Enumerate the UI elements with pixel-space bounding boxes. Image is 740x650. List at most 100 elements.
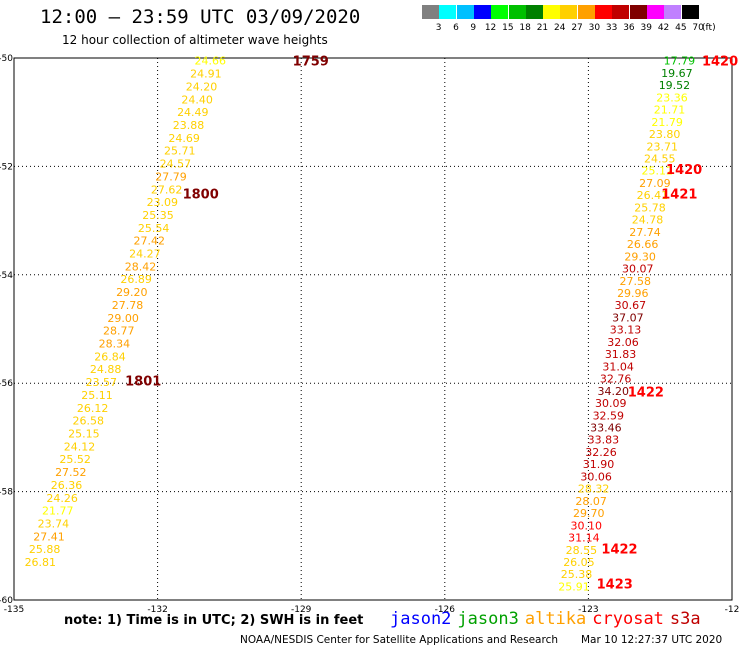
swh-value: 30.10 [571,519,603,532]
legend-label: 18 [519,23,531,33]
swh-value: 24.40 [181,93,213,106]
swh-value: 28.07 [575,495,607,508]
swh-value: 27.74 [629,226,661,239]
swh-value: 23.80 [649,128,681,141]
swh-value: 29.00 [107,312,139,325]
swh-value: 30.67 [615,299,647,312]
legend-swatch [491,5,509,19]
swh-value: 33.83 [588,434,620,447]
swh-value: 19.67 [661,67,693,80]
y-tick-label: -56 [0,379,13,389]
satellite-jason3: jason3 [457,609,519,629]
time-label: 1759 [293,55,329,70]
legend-swatch [612,5,630,19]
swh-value: 26.58 [73,415,105,428]
legend-swatch [629,5,647,19]
legend-unit: (ft) [702,23,716,33]
legend-label: 24 [554,23,566,33]
swh-value: 25.91 [558,580,590,593]
swh-value: 21.71 [654,104,686,117]
swh-value: 21.79 [651,116,683,129]
legend-label: 12 [484,23,497,33]
swh-value: 32.26 [585,446,617,459]
legend-swatch [646,5,664,19]
y-tick-label: -50 [0,54,13,64]
x-tick-label: -126 [435,605,456,615]
swh-value: 25.38 [561,568,593,581]
swh-value: 31.04 [602,360,634,373]
swh-value: 24.49 [177,106,209,119]
swh-value: 25.54 [138,222,170,235]
time-label: 1420 [666,163,702,178]
x-tick-label: -129 [291,605,312,615]
legend-label: 3 [435,23,442,33]
legend-swatch [595,5,612,19]
swh-value: 28.77 [103,325,135,338]
swh-value: 23.57 [86,376,118,389]
legend-swatch [577,5,595,19]
track-b-times: 1420 1420 1421 1422 1422 1423 [597,55,738,593]
swh-value: 24.12 [64,440,96,453]
legend-label: 21 [536,23,549,33]
legend-swatch [422,5,439,19]
swh-value: 25.88 [29,543,61,556]
swh-value: 27.78 [112,299,144,312]
y-tick-label: -58 [0,488,13,498]
x-tick-label: -12 [725,605,740,615]
swh-value: 24.91 [190,68,222,81]
time-label: 1422 [601,543,637,558]
swh-value: 26.05 [563,556,595,569]
swh-value: 29.70 [573,507,605,520]
swh-value: 23.74 [38,517,70,530]
swh-value: 23.71 [646,140,678,153]
track-a-values: 24.6624.9124.2024.4024.4923.8824.6925.71… [25,55,226,569]
time-label: 1420 [702,55,738,70]
swh-value: 25.15 [68,428,100,441]
legend-label: 15 [502,23,514,33]
swh-value: 31.83 [605,348,637,361]
legend-swatch [664,5,682,19]
swh-value: 25.11 [81,389,113,402]
swh-value: 26.81 [25,556,57,569]
swh-value: 24.27 [129,248,161,261]
time-label: 1423 [597,578,633,593]
swh-value: 37.07 [612,311,644,324]
swh-value: 32.06 [607,336,639,349]
swh-value: 30.09 [595,397,627,410]
tick-labels: -135 -132 -129 -126 -123 -12 -50 -52 -54 -56 -58 -6… [0,54,739,615]
swh-value: 29.30 [624,250,656,263]
legend-swatch [473,5,491,19]
plot-frame [13,57,733,601]
swh-value: 25.71 [164,145,196,158]
swh-value: 30.07 [622,263,654,276]
swh-value: 23.36 [656,91,688,104]
swh-value: 31.90 [583,458,615,471]
swh-value: 25.78 [634,201,666,214]
legend-swatch [681,5,699,19]
legend-swatch [508,5,526,19]
swh-value: 26.12 [77,402,109,415]
swh-value: 27.42 [134,235,166,248]
swh-value: 26.89 [120,273,152,286]
x-tick-label: -132 [147,605,167,615]
y-tick-label: -52 [0,162,13,172]
x-tick-label: -135 [4,605,24,615]
swh-value: 25.52 [59,453,91,466]
swh-value: 32.76 [600,373,632,386]
track-a-times: 1759 1800 1801 [125,55,329,390]
time-label: 1801 [125,374,161,389]
swh-value: 24.78 [632,214,664,227]
swh-value: 27.41 [33,530,65,543]
swh-value: 27.09 [639,177,671,190]
legend-label: 33 [605,23,618,33]
swh-value: 23.88 [173,119,205,132]
legend-label: 27 [571,23,583,33]
swh-value: 29.20 [116,286,148,299]
legend-swatch [439,5,457,19]
swh-value: 27.52 [55,466,87,479]
legend-label: 70 [692,23,704,33]
plot-border [13,57,733,601]
swh-value: 28.34 [99,338,131,351]
credit-line: NOAA/NESDIS Center for Satellite Applica… [240,634,558,646]
